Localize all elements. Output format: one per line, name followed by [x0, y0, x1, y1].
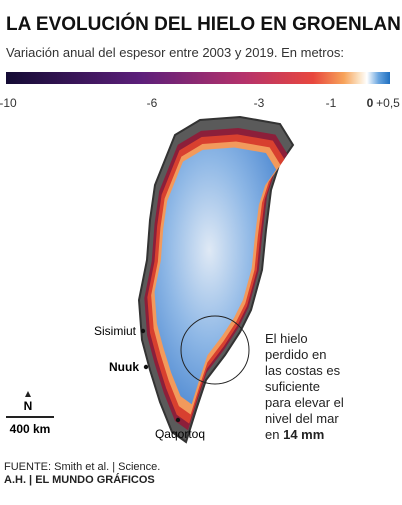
city-dot	[143, 364, 149, 370]
north-label: N	[24, 399, 33, 413]
annotation-line: perdido en	[265, 347, 326, 362]
north-arrow	[25, 391, 31, 397]
annotation-line: suficiente	[265, 379, 320, 394]
color-scale	[6, 72, 390, 84]
credit: A.H. | EL MUNDO GRÁFICOS	[4, 473, 155, 486]
highlight-circle	[180, 315, 250, 385]
color-scale-ticks: -10 -6 -3 -1 0 +0,5	[0, 96, 400, 110]
city-label: Sisimiut	[94, 324, 137, 338]
annotation-line: nivel del mar	[265, 411, 339, 426]
subtitle: Variación anual del espesor entre 2003 y…	[6, 45, 344, 60]
scale-label: -1	[326, 96, 337, 110]
scale-label: -3	[254, 96, 265, 110]
city-dot	[140, 328, 146, 334]
city-label: Nuuk	[109, 360, 139, 374]
city-dot	[175, 417, 181, 423]
scale-label: -10	[0, 96, 17, 110]
annotation-line: en 14 mm	[265, 427, 324, 442]
source: FUENTE: Smith et al. | Science.	[4, 461, 160, 473]
annotation-text: en	[265, 427, 279, 442]
scale-label: 0	[367, 96, 374, 110]
annotation-line: El hielo	[265, 331, 308, 346]
scale-label: +0,5	[376, 96, 400, 110]
scale-label: -6	[147, 96, 158, 110]
annotation-highlight: 14 mm	[283, 427, 324, 442]
scale-label: 400 km	[10, 422, 51, 436]
annotation-line: las costas es	[265, 363, 341, 378]
annotation-line: para elevar el	[265, 395, 344, 410]
annotation: El hielo perdido en las costas es sufici…	[265, 331, 344, 442]
title: LA EVOLUCIÓN DEL HIELO EN GROENLANDIA	[6, 13, 402, 35]
city-label: Qaqortoq	[155, 427, 205, 441]
